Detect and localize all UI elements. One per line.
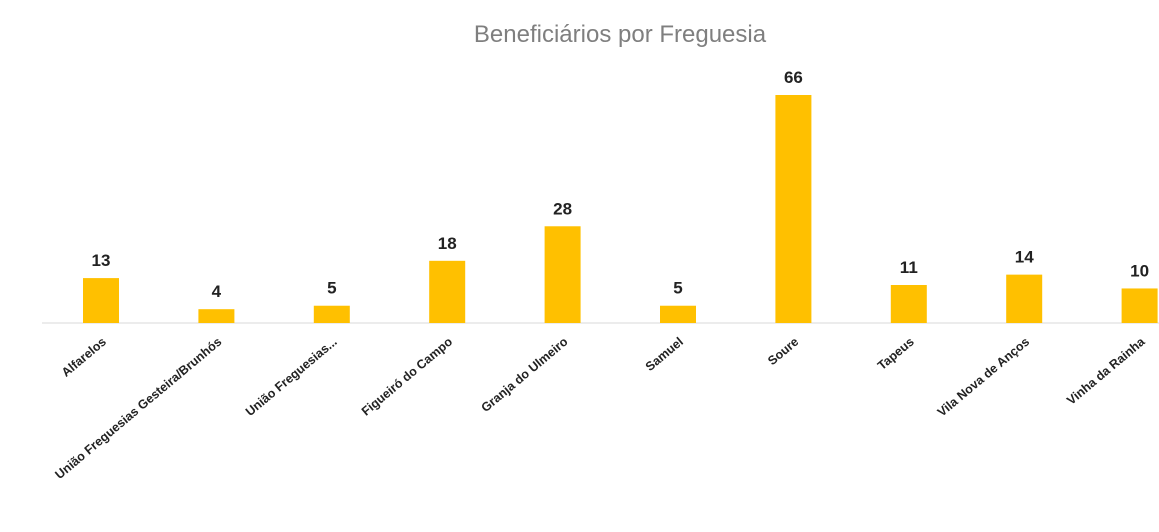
x-tick-label: Tapeus <box>875 335 917 373</box>
data-label: 14 <box>1015 248 1034 267</box>
data-label: 18 <box>438 234 457 253</box>
x-tick-label: União Freguesias... <box>243 335 340 419</box>
x-tick-label: Alfarelos <box>59 335 109 380</box>
bar <box>429 260 466 323</box>
bar <box>660 305 696 323</box>
bar <box>890 285 927 323</box>
x-tick-label: Granja do Ulmeiro <box>479 334 571 415</box>
data-label: 28 <box>553 199 572 218</box>
data-label: 66 <box>784 68 803 87</box>
x-tick-label: Soure <box>765 335 801 369</box>
data-label: 11 <box>900 258 918 277</box>
bar <box>775 95 812 323</box>
bar <box>1006 274 1043 323</box>
x-tick-label: Figueiró do Campo <box>359 334 456 418</box>
chart-title: Beneficiários por Freguesia <box>474 21 767 48</box>
x-tick-label: Vila Nova de Anços <box>935 335 1032 420</box>
data-label: 10 <box>1130 261 1149 280</box>
data-label: 5 <box>327 279 336 298</box>
data-label: 5 <box>673 279 682 298</box>
x-tick-label: Vinha da Rainha <box>1064 334 1148 408</box>
data-label: 13 <box>92 251 111 270</box>
x-tick-label: Samuel <box>643 335 686 374</box>
bar <box>1121 288 1158 323</box>
data-label: 4 <box>212 282 222 301</box>
bar <box>198 309 235 323</box>
bar <box>313 305 350 323</box>
bar <box>544 226 581 323</box>
bar <box>83 278 119 323</box>
